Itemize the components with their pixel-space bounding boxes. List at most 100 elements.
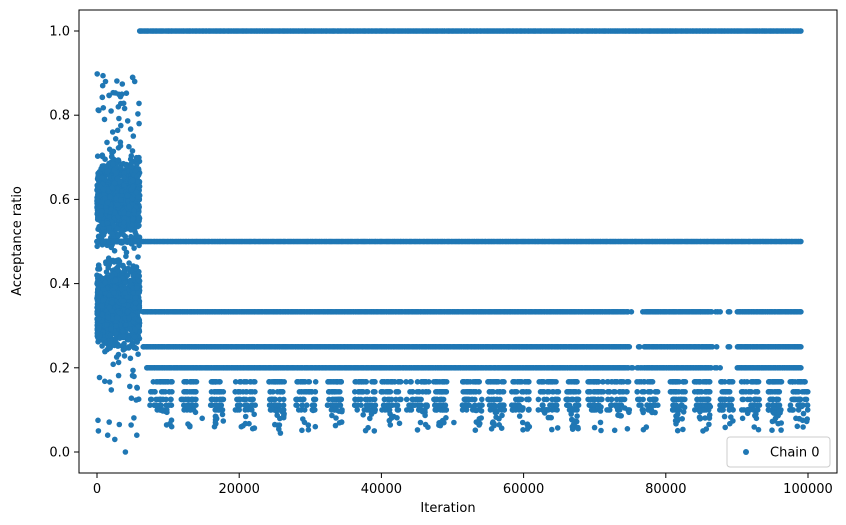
data-point (124, 192, 131, 199)
data-point (713, 344, 720, 350)
data-point (100, 297, 107, 303)
data-point (109, 129, 116, 135)
data-point (115, 359, 122, 366)
data-point (127, 383, 133, 390)
data-point (109, 231, 116, 237)
data-point (121, 209, 127, 216)
data-point (94, 71, 100, 77)
data-point (99, 303, 105, 309)
data-point (98, 165, 104, 172)
data-point (110, 361, 116, 368)
data-point (114, 225, 121, 232)
data-point (106, 224, 112, 231)
data-point (126, 315, 132, 321)
data-point (121, 215, 127, 221)
data-point (94, 330, 101, 337)
data-point (130, 367, 136, 374)
data-point (121, 353, 128, 359)
data-point (104, 322, 110, 328)
data-point (130, 273, 136, 279)
data-point (106, 146, 113, 153)
data-point (127, 355, 134, 362)
data-point (109, 184, 115, 191)
data-point (123, 90, 130, 96)
data-point (120, 263, 126, 269)
data-point (127, 277, 134, 284)
data-point (100, 186, 107, 193)
data-point (133, 285, 140, 291)
data-point (125, 309, 131, 315)
data-point (118, 122, 124, 129)
data-point (628, 309, 635, 315)
data-point (128, 395, 135, 402)
data-point (98, 203, 104, 209)
data-point (120, 100, 127, 107)
data-point (100, 232, 107, 238)
data-point (128, 163, 135, 170)
data-point (119, 328, 126, 335)
data-point (99, 343, 105, 349)
data-point (96, 374, 103, 381)
data-point (132, 300, 139, 306)
data-point (106, 92, 112, 99)
data-point (130, 133, 137, 139)
data-point (106, 260, 113, 267)
data-point (134, 173, 141, 180)
data-point (105, 314, 111, 321)
data-point (125, 265, 132, 272)
data-point (107, 332, 114, 339)
data-point (95, 286, 101, 293)
data-point (102, 279, 109, 286)
data-point (96, 325, 102, 332)
data-point (95, 107, 101, 113)
data-point (118, 165, 124, 171)
data-point (124, 272, 131, 279)
data-point (114, 202, 121, 208)
data-point (98, 212, 104, 218)
data-point (726, 309, 733, 315)
data-point (111, 342, 118, 349)
data-point (108, 108, 114, 114)
data-point (115, 260, 122, 266)
data-point (134, 385, 140, 391)
data-point (101, 116, 108, 123)
data-point (123, 322, 129, 328)
data-point (118, 197, 124, 203)
data-point (106, 419, 112, 425)
data-point (95, 262, 102, 269)
data-point (115, 157, 122, 163)
data-point (111, 180, 118, 186)
data-point (115, 351, 122, 358)
data-point (121, 170, 127, 176)
data-point (131, 373, 137, 380)
data-point (122, 280, 128, 286)
data-point (136, 120, 142, 127)
data-point (129, 195, 136, 202)
data-point (95, 298, 102, 305)
data-point (136, 317, 143, 324)
data-point (119, 188, 125, 194)
data-point (106, 304, 113, 311)
data-point (126, 260, 132, 266)
data-point (106, 292, 113, 299)
data-point (116, 421, 123, 428)
data-point (129, 177, 136, 184)
data-point (717, 309, 723, 315)
data-point (102, 378, 108, 385)
data-point (96, 193, 103, 199)
data-point (135, 194, 141, 200)
data-point (116, 310, 123, 316)
data-point (134, 161, 140, 167)
data-point (135, 290, 142, 296)
data-point (103, 208, 110, 214)
data-point (132, 295, 139, 301)
data-point (102, 156, 108, 162)
data-point (111, 290, 117, 296)
data-point (121, 182, 127, 188)
data-point (109, 153, 115, 160)
data-point (120, 298, 127, 304)
data-point (112, 209, 118, 216)
data-point (134, 155, 141, 161)
data-point (124, 118, 131, 124)
